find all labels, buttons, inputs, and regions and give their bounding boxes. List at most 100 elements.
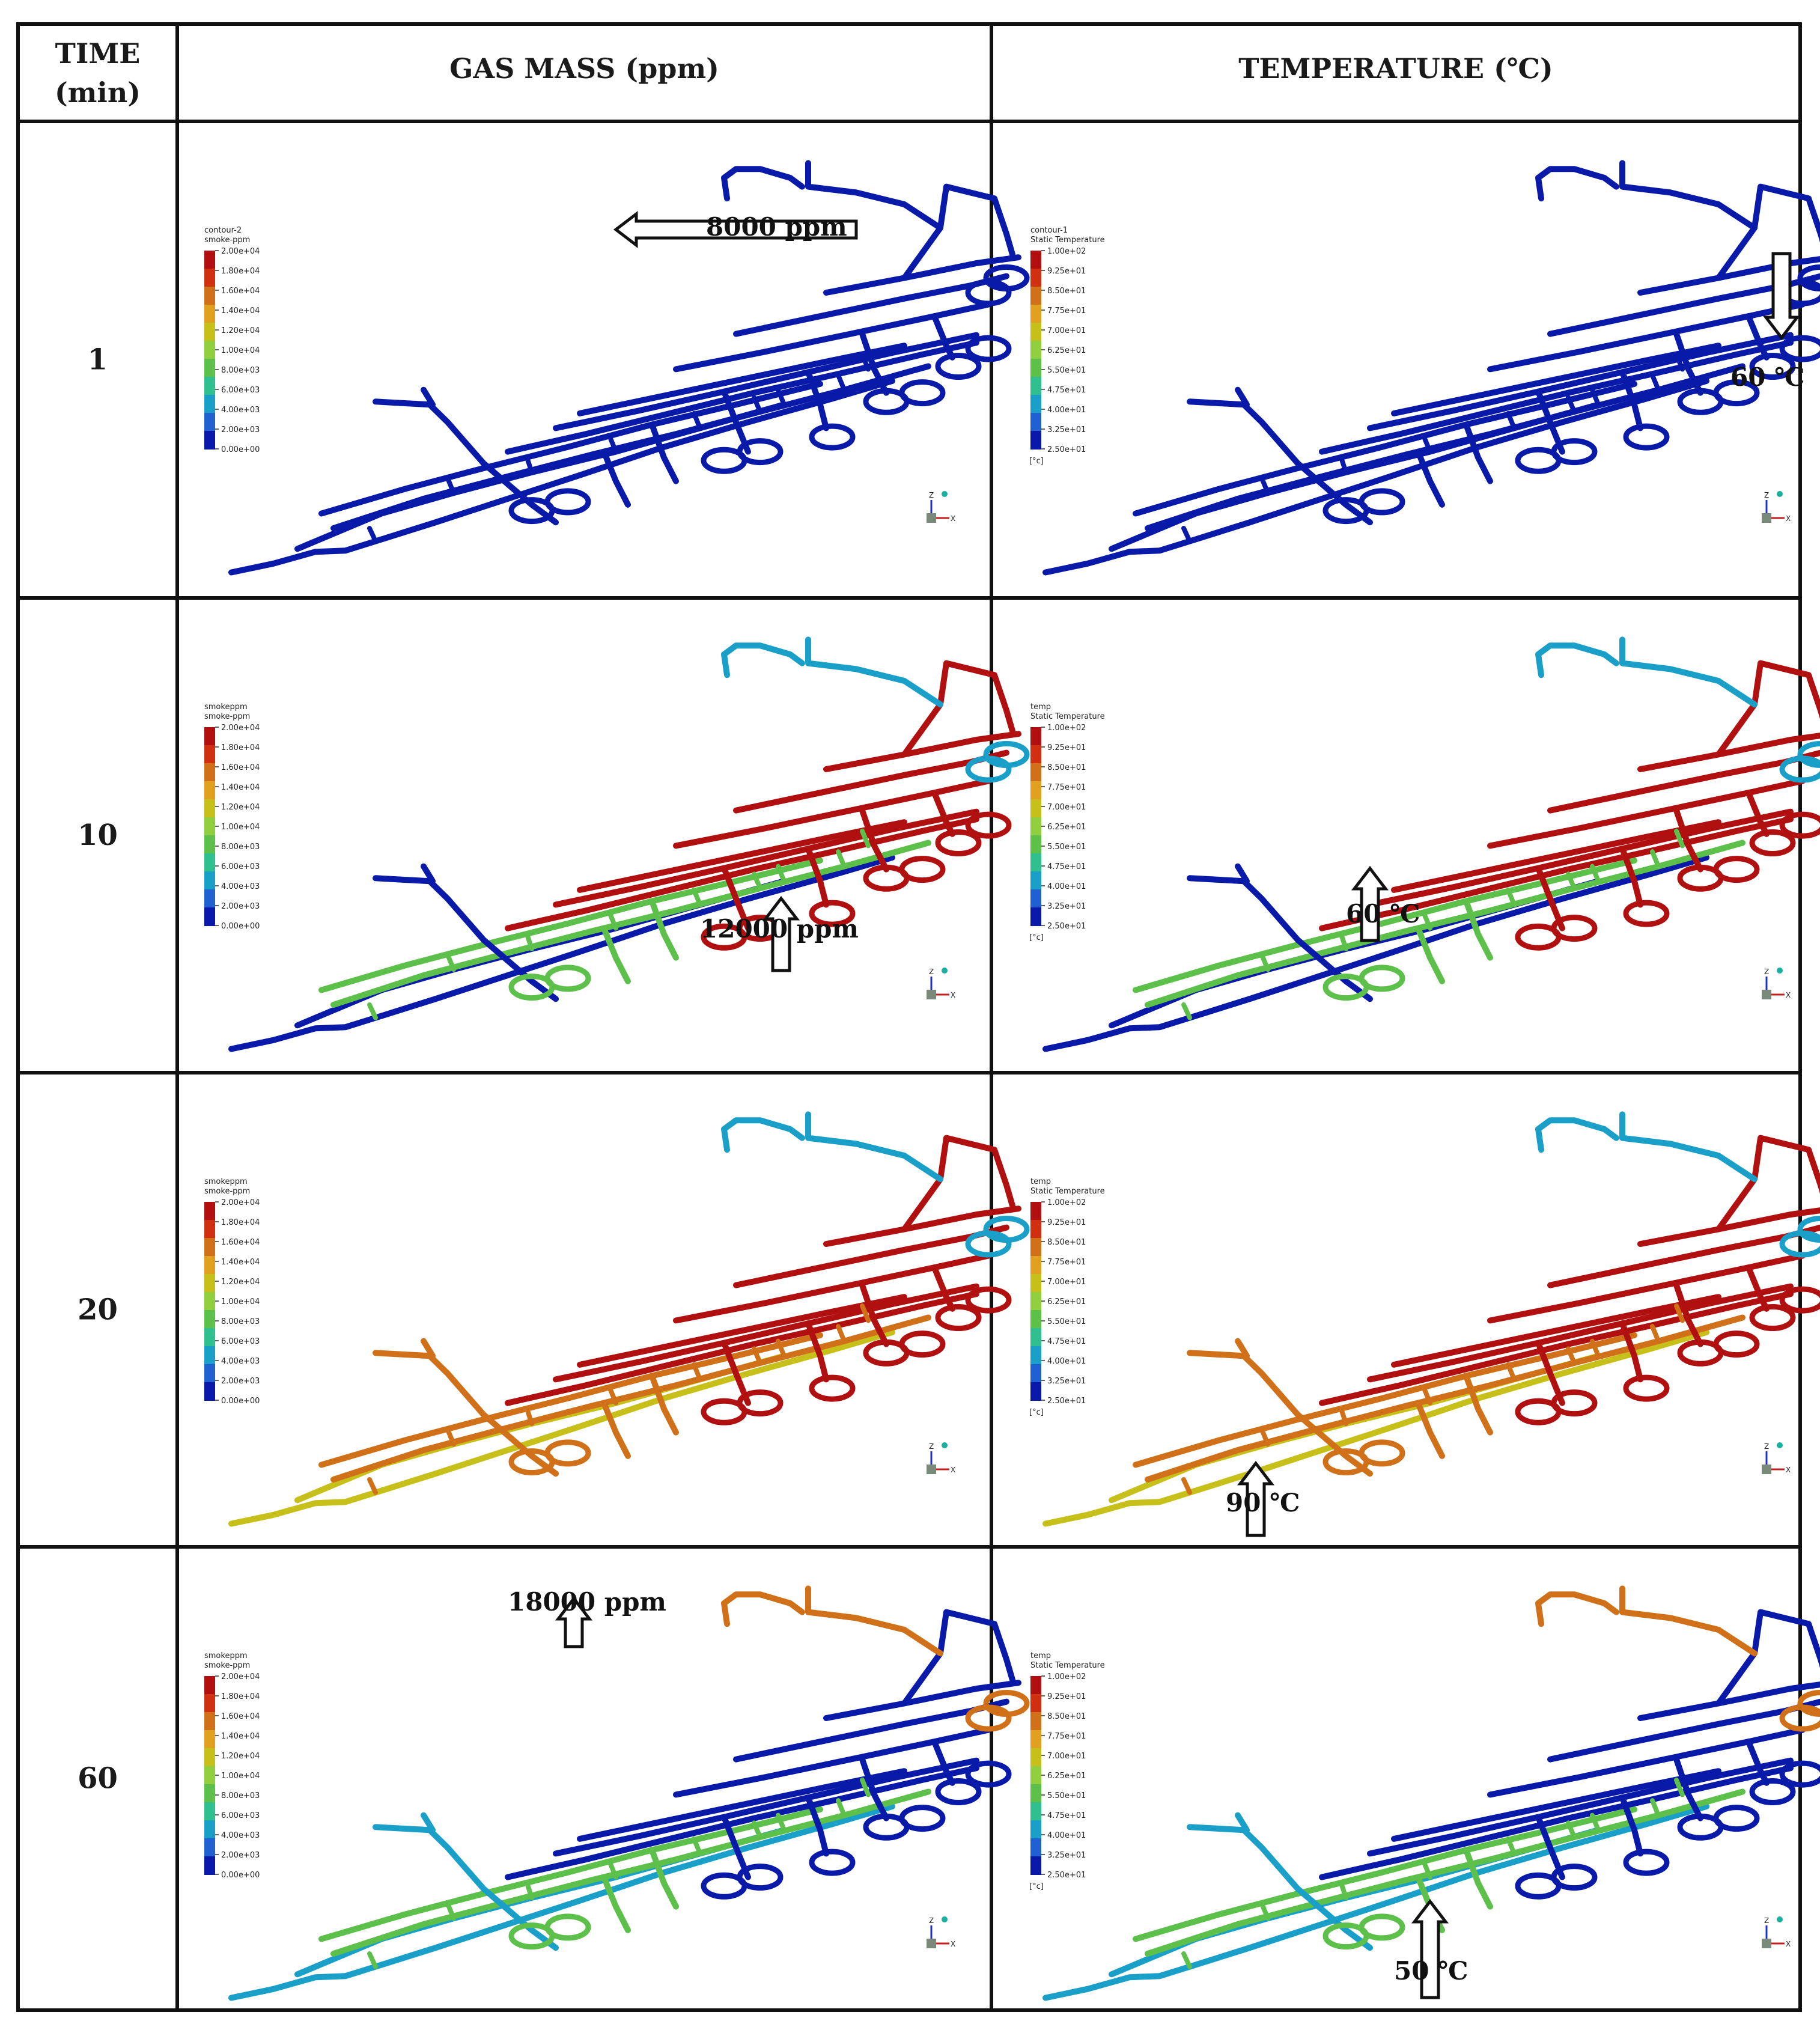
legend-tick-label: 4.00e+01	[1047, 882, 1086, 891]
legend-tick-label: 6.00e+03	[221, 1811, 260, 1820]
tunnel-segment	[601, 925, 631, 984]
tunnel-loop	[1749, 353, 1796, 380]
legend-tick-label: 7.75e+01	[1047, 306, 1086, 315]
legend-tick-label: 8.50e+01	[1047, 1712, 1086, 1721]
legend-color-band	[1030, 1328, 1041, 1347]
legend-tick-label: 1.00e+02	[1047, 1672, 1086, 1681]
axis-triad-icon: ZX	[1762, 491, 1791, 523]
tunnel-segment	[421, 1338, 436, 1359]
tunnel-stub	[525, 455, 534, 475]
tunnel-stub	[367, 526, 378, 544]
tunnel-segment	[1319, 340, 1794, 455]
axis-z-label: Z	[929, 1442, 934, 1451]
legend-color-band	[1030, 907, 1041, 926]
legend-color-band	[1030, 323, 1041, 341]
tunnel-loop	[1623, 1374, 1670, 1402]
tunnel-stub	[776, 864, 787, 884]
gas-pipe-network	[228, 1111, 1030, 1527]
legend-color-band	[204, 1256, 215, 1275]
legend-tick-label: 4.00e+03	[221, 1831, 260, 1840]
legend-color-band	[1030, 1766, 1041, 1785]
tunnel-loop	[899, 379, 946, 407]
tunnel-stub	[692, 410, 702, 431]
tunnel-segment	[553, 1757, 979, 1857]
tunnel-segment	[1619, 636, 1758, 708]
tunnel-segment	[1187, 875, 1373, 1002]
tunnel-segment	[373, 875, 559, 1002]
legend-tick-label: 1.00e+02	[1047, 1198, 1086, 1207]
tunnel-loop	[983, 741, 1030, 768]
legend-color-band	[204, 835, 215, 854]
legend-color-band	[204, 287, 215, 305]
tunnel-segment	[1367, 332, 1794, 431]
tunnel-segment	[577, 343, 907, 416]
tunnel-stub	[860, 1303, 871, 1323]
tunnel-segment	[673, 778, 991, 849]
tunnel-stub	[860, 828, 871, 849]
tunnel-segment	[721, 642, 805, 678]
tunnel-stub	[1181, 1951, 1192, 1969]
legend-tick-label: 2.00e+04	[221, 1198, 260, 1207]
legend-color-band	[204, 431, 215, 450]
legend-tick-label: 2.50e+01	[1047, 1397, 1086, 1406]
legend-tick-label: 1.00e+02	[1047, 724, 1086, 733]
tunnel-segment	[577, 1294, 907, 1368]
legend-tick-label: 1.20e+04	[221, 326, 260, 335]
legend-color-band	[1030, 431, 1041, 450]
tunnel-stub	[1259, 952, 1270, 972]
legend-color-band	[1030, 341, 1041, 359]
legend-tick-label: 5.50e+01	[1047, 1791, 1086, 1800]
tunnel-stub	[1181, 1002, 1192, 1020]
tunnel-loop	[965, 1286, 1012, 1314]
legend-title-line2: Static Temperature	[1030, 1187, 1105, 1196]
legend-tick-label: 1.40e+04	[221, 306, 260, 315]
legend-color-band	[1030, 251, 1041, 269]
legend-color-band	[1030, 1382, 1041, 1401]
tunnel-loop	[1749, 1304, 1796, 1331]
tunnel-segment	[601, 1874, 631, 1933]
legend-tick-label: 7.00e+01	[1047, 1752, 1086, 1761]
tunnel-loop	[1623, 423, 1670, 451]
tunnel-segment	[553, 808, 979, 908]
tunnel-stub	[1506, 887, 1517, 907]
tunnel-segment	[1235, 386, 1250, 408]
header-gas-mass: GAS MASS (ppm)	[449, 52, 719, 85]
axis-triad-icon: ZX	[927, 968, 955, 999]
tunnel-loop	[809, 900, 856, 927]
legend-color-band	[1030, 1238, 1041, 1257]
temp-annotation: 60 ℃	[1730, 252, 1804, 392]
legend-tick-label: 7.75e+01	[1047, 1732, 1086, 1741]
tunnel-segment	[1715, 660, 1820, 758]
hollow-arrow-icon	[1762, 252, 1801, 341]
tunnel-segment	[1367, 1283, 1794, 1383]
axis-x-label: X	[951, 1466, 955, 1474]
legend-title-line1: smokeppm	[204, 1651, 248, 1660]
tunnel-stub	[607, 1860, 618, 1880]
tunnel-segment	[649, 898, 679, 961]
temp-annotation-label: 50 ℃	[1394, 1956, 1468, 1986]
tunnel-stub	[1339, 455, 1348, 475]
tunnel-loop	[935, 1304, 982, 1331]
legend-title-line1: contour-2	[204, 226, 242, 235]
time-cell: 20	[78, 1293, 118, 1327]
tunnel-stub	[860, 352, 871, 372]
temp-pipe-network	[1042, 636, 1820, 1052]
temp-annotation-label: 60 ℃	[1730, 362, 1804, 392]
temp-annotation-label: 90 ℃	[1226, 1488, 1300, 1517]
legend-color-band	[204, 377, 215, 395]
tunnel-segment	[1619, 1320, 1643, 1383]
legend-color-band	[1030, 395, 1041, 413]
tunnel-segment	[1487, 1252, 1806, 1324]
tunnel-loop	[1359, 965, 1405, 992]
tunnel-loop	[899, 1805, 946, 1832]
tunnel-loop	[1713, 1330, 1760, 1358]
tunnel-stub	[1259, 1427, 1270, 1447]
hollow-arrow-icon	[613, 210, 858, 249]
legend-tick-label: 1.40e+04	[221, 1258, 260, 1267]
tunnel-segment	[1487, 778, 1806, 849]
legend-tick-label: 1.20e+04	[221, 1278, 260, 1287]
tunnel-loop	[935, 829, 982, 856]
legend-unit: [°c]	[1029, 457, 1044, 466]
